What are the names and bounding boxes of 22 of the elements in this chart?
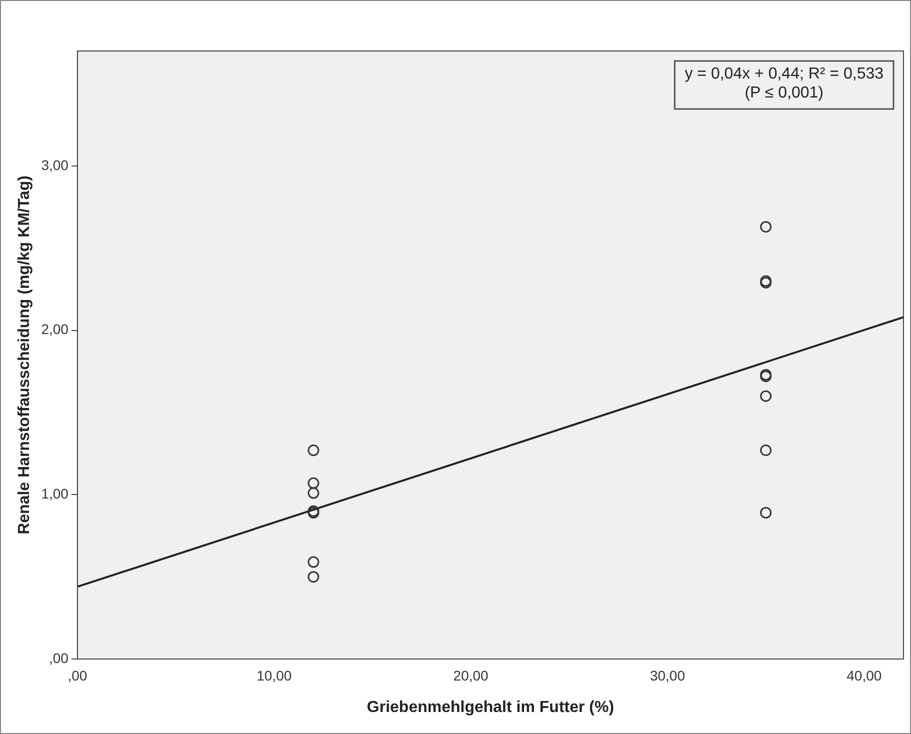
annotation: y = 0,04x + 0,44; R² = 0,533 (684, 65, 884, 82)
point (760, 221, 772, 233)
y-tick-label: 3,00 (41, 156, 69, 173)
x-tick-label: ,00 (68, 667, 88, 684)
point (308, 444, 320, 456)
x-axis-title: Griebenmehlgehalt im Futter (%) (366, 698, 614, 716)
x-tick-label: 20,00 (453, 667, 489, 684)
x-tick-label: 40,00 (846, 667, 882, 684)
x-tick-label: 30,00 (650, 667, 686, 684)
point (760, 507, 772, 518)
x-tick-label: 10,00 (256, 667, 292, 684)
y-tick-label: ,00 (48, 650, 69, 666)
point (760, 390, 772, 402)
y-tick-label: 1,00 (41, 486, 69, 502)
point (760, 444, 772, 456)
point (308, 477, 320, 489)
y-tick-label: 2,00 (41, 321, 69, 338)
annotation: (P ≤ 0,001) (744, 84, 824, 102)
y-axis-title: Renale Harnstoffausscheidung (mg/kg KM/Tag) (16, 176, 34, 534)
point (308, 571, 320, 583)
point (308, 556, 320, 568)
point (308, 487, 320, 499)
